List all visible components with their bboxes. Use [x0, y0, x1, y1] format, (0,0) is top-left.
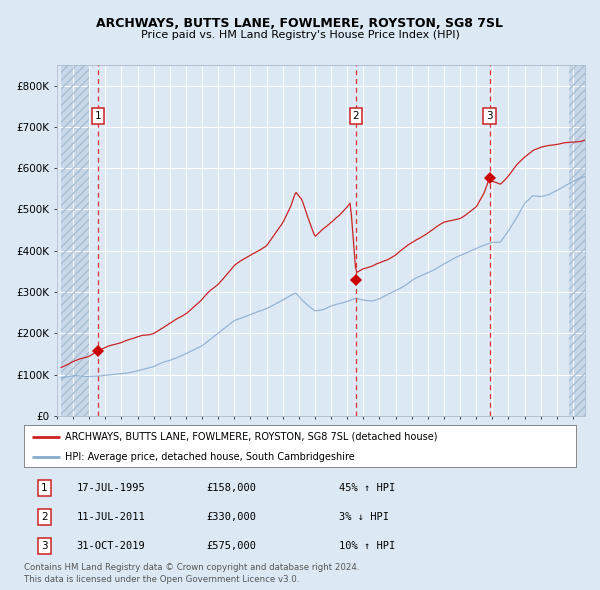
Text: 1: 1 [41, 483, 48, 493]
Text: 2: 2 [41, 512, 48, 522]
Text: Price paid vs. HM Land Registry's House Price Index (HPI): Price paid vs. HM Land Registry's House … [140, 30, 460, 40]
Text: 3: 3 [486, 111, 493, 121]
Text: 17-JUL-1995: 17-JUL-1995 [76, 483, 145, 493]
Bar [61, 65, 89, 416]
Text: This data is licensed under the Open Government Licence v3.0.: This data is licensed under the Open Gov… [24, 575, 299, 584]
Bar [61, 65, 89, 416]
Text: Contains HM Land Registry data © Crown copyright and database right 2024.: Contains HM Land Registry data © Crown c… [24, 563, 359, 572]
Text: ARCHWAYS, BUTTS LANE, FOWLMERE, ROYSTON, SG8 7SL: ARCHWAYS, BUTTS LANE, FOWLMERE, ROYSTON,… [97, 17, 503, 30]
Text: ARCHWAYS, BUTTS LANE, FOWLMERE, ROYSTON, SG8 7SL (detached house): ARCHWAYS, BUTTS LANE, FOWLMERE, ROYSTON,… [65, 432, 438, 442]
Text: 3: 3 [41, 542, 48, 551]
Text: £158,000: £158,000 [206, 483, 256, 493]
Text: 45% ↑ HPI: 45% ↑ HPI [338, 483, 395, 493]
Bar [569, 65, 585, 416]
Text: £330,000: £330,000 [206, 512, 256, 522]
Text: 31-OCT-2019: 31-OCT-2019 [76, 542, 145, 551]
Text: 10% ↑ HPI: 10% ↑ HPI [338, 542, 395, 551]
Text: £575,000: £575,000 [206, 542, 256, 551]
Text: HPI: Average price, detached house, South Cambridgeshire: HPI: Average price, detached house, Sout… [65, 452, 355, 461]
Bar [569, 65, 585, 416]
Text: 3% ↓ HPI: 3% ↓ HPI [338, 512, 389, 522]
Text: 2: 2 [353, 111, 359, 121]
Text: 11-JUL-2011: 11-JUL-2011 [76, 512, 145, 522]
Text: 1: 1 [95, 111, 101, 121]
